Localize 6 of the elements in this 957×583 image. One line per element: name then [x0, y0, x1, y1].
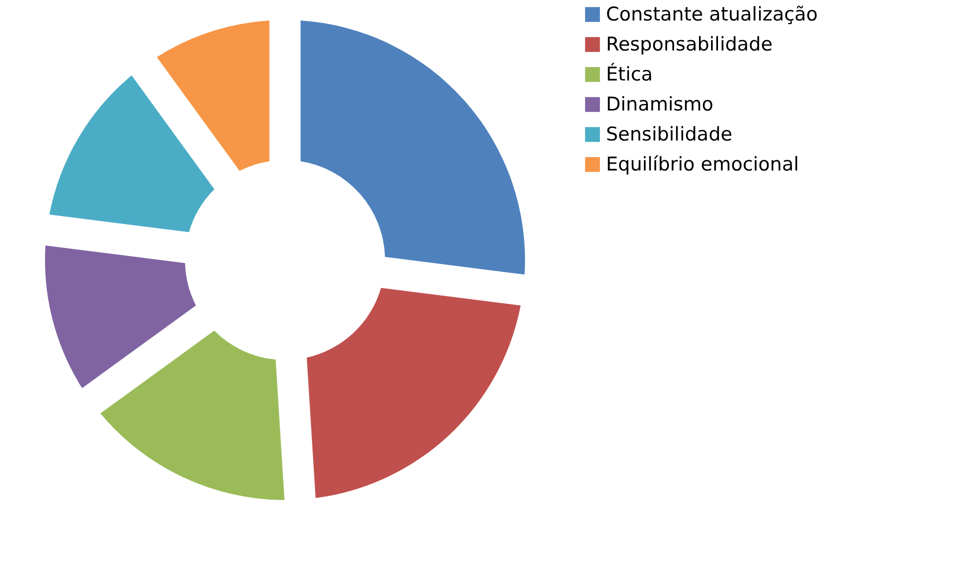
legend-label: Sensibilidade	[606, 124, 732, 146]
legend-label: Constante atualização	[606, 4, 818, 26]
legend-label: Dinamismo	[606, 94, 714, 116]
legend-label: Equilíbrio emocional	[606, 154, 799, 176]
legend-label: Responsabilidade	[606, 34, 773, 56]
legend-label: Ética	[606, 62, 653, 86]
